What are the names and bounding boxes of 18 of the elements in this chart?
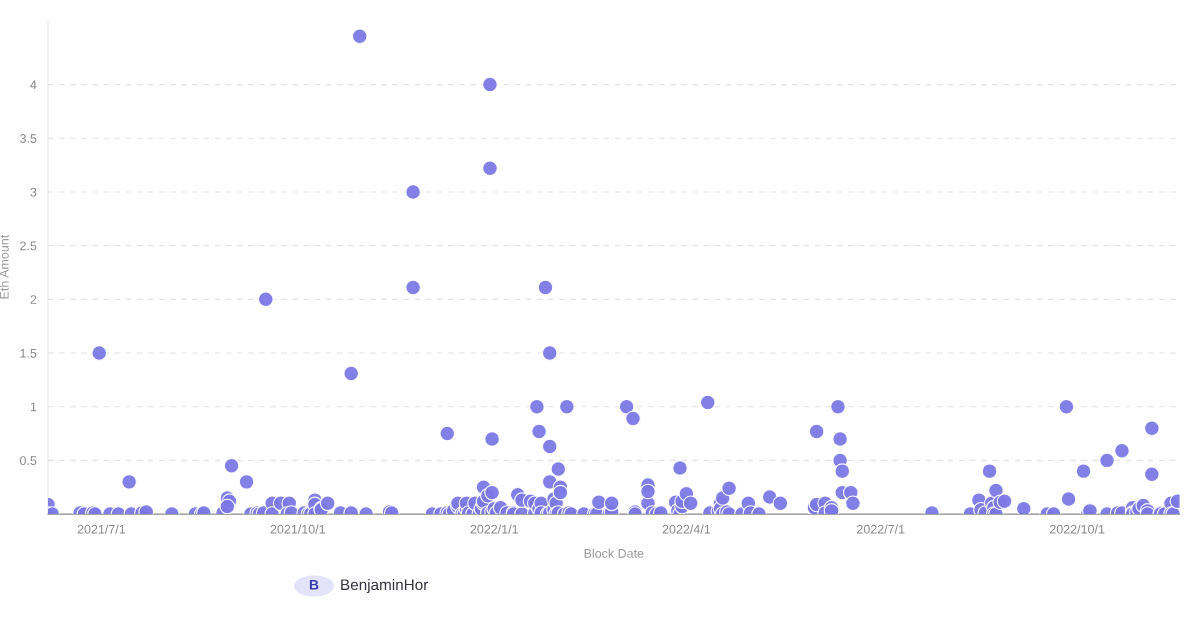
- y-axis-title: Eth Amount: [0, 234, 9, 299]
- y-tick-label: 3: [30, 187, 37, 197]
- y-tick-label: 1: [30, 402, 37, 412]
- x-tick-label: 2022/10/1: [1049, 524, 1105, 534]
- x-axis-title: Block Date: [584, 548, 644, 558]
- x-tick-label: 2021/10/1: [270, 524, 325, 534]
- y-tick-label: 4: [30, 80, 37, 90]
- y-tick-label: 3.5: [19, 134, 37, 143]
- y-tick-label: 2: [30, 295, 37, 304]
- x-tick-label: 2022/1/1: [470, 524, 518, 534]
- y-tick-label: 0.5: [20, 456, 37, 466]
- text: BenjaminHor: [341, 578, 429, 594]
- x-tick-label: 2022/7/1: [856, 524, 905, 534]
- y-tick-label: 1.5: [20, 348, 37, 358]
- text: B: [309, 580, 319, 590]
- x-tick-label: 2021/7/1: [77, 524, 126, 534]
- y-tick-label: 2.5: [20, 241, 37, 251]
- x-tick-label: 2022/4/1: [662, 524, 711, 534]
